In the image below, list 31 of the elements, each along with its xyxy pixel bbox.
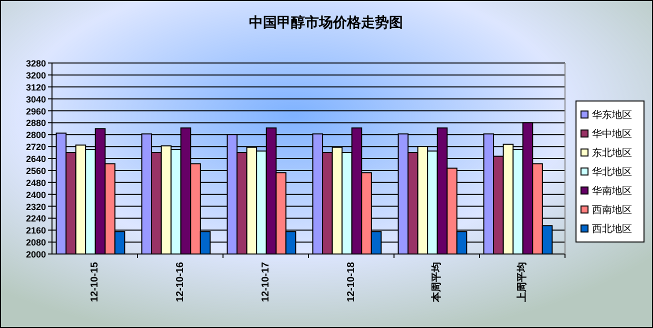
y-tick-label: 2800 [26, 130, 46, 140]
chart-title: 中国甲醇市场价格走势图 [249, 14, 403, 30]
x-tick-label: 本周平均 [430, 262, 442, 303]
x-tick-label: 12-10-17 [260, 262, 272, 302]
x-tick-label: 12-10-18 [346, 262, 357, 302]
x-tick-label: 上周平均 [516, 262, 528, 303]
y-tick-label: 2480 [26, 178, 46, 188]
y-tick-label: 2400 [26, 190, 46, 200]
legend-label: 华南地区 [592, 185, 632, 197]
y-tick-label: 2880 [26, 118, 46, 128]
y-tick-label: 2560 [26, 166, 46, 176]
y-tick-label: 2960 [26, 106, 46, 116]
legend-label: 西南地区 [592, 204, 632, 216]
y-tick-label: 2080 [26, 238, 46, 248]
x-tick-label: 12-10-16 [174, 262, 186, 302]
legend-label: 西北地区 [592, 223, 632, 235]
y-tick-label: 2720 [26, 142, 46, 152]
y-tick-label: 2000 [26, 250, 46, 260]
y-tick-label: 2240 [26, 214, 46, 224]
y-tick-label: 2160 [26, 226, 46, 236]
y-tick-label: 3280 [26, 58, 46, 68]
legend-label: 东北地区 [592, 147, 632, 159]
y-tick-label: 2320 [26, 202, 46, 212]
y-tick-label: 2640 [26, 154, 46, 164]
legend-label: 华东地区 [592, 109, 632, 121]
y-tick-label: 3120 [26, 82, 46, 92]
y-tick-label: 3200 [26, 70, 46, 80]
y-tick-label: 3040 [26, 94, 46, 104]
legend-label: 华中地区 [592, 128, 632, 140]
x-tick-label: 12-10-15 [89, 262, 100, 302]
legend-label: 华北地区 [592, 166, 632, 178]
